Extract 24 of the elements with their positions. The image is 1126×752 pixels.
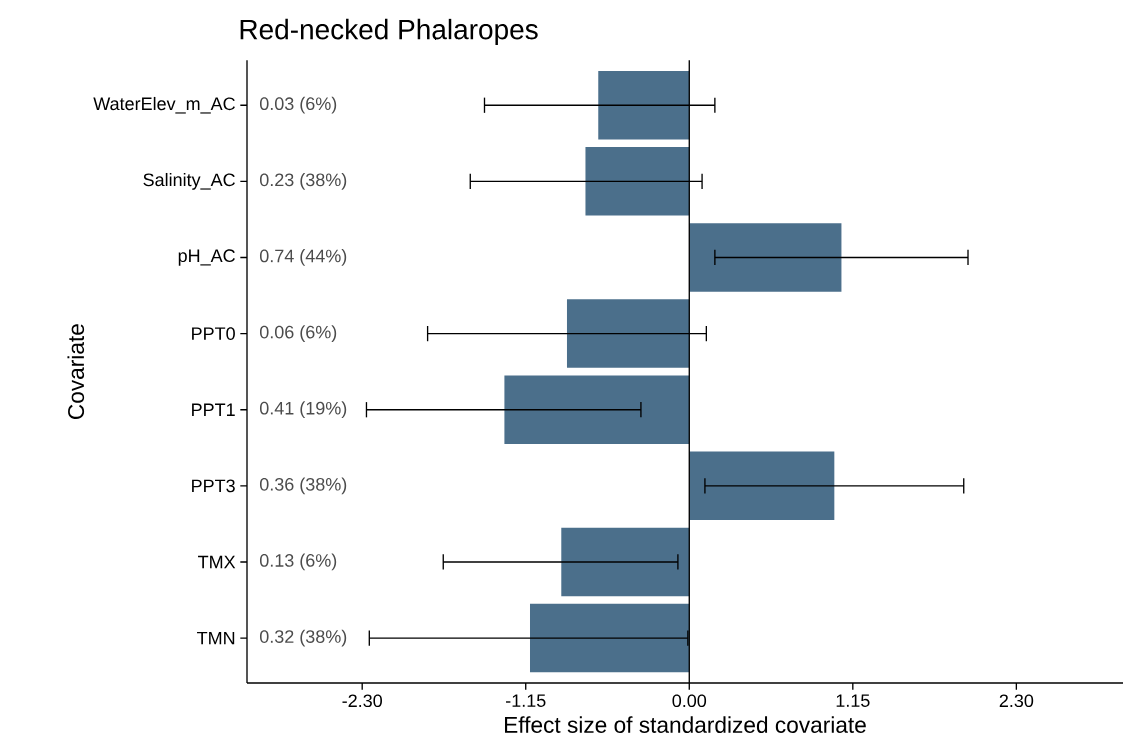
x-tick-label: 2.30	[999, 694, 1034, 708]
y-tick-label: TMX	[198, 555, 236, 569]
annotation: 0.74 (44%)	[259, 249, 347, 266]
x-tick-label: 1.15	[836, 694, 870, 707]
x-tick-label: -1.15	[506, 694, 546, 707]
x-axis-title: Effect size of standardized covariate	[505, 716, 866, 733]
y-tick-label: WaterElev_m_AC	[93, 96, 235, 114]
annotation: 0.13 (6%)	[259, 553, 337, 571]
y-tick-label: PPT3	[192, 479, 235, 493]
chart-title: Red-necked Phalaropes	[240, 18, 538, 45]
annotation: 0.32 (38%)	[259, 629, 347, 647]
annotation: 0.36 (38%)	[259, 477, 347, 495]
annotation: 0.23 (38%)	[259, 172, 347, 190]
annotation: 0.41 (19%)	[259, 401, 347, 419]
y-tick-label: PPT1	[192, 403, 235, 416]
y-tick-label: pH_AC	[178, 249, 235, 266]
y-tick-label: TMN	[197, 631, 235, 645]
x-tick-label: -2.30	[342, 694, 382, 708]
y-tick-label: PPT0	[192, 327, 235, 340]
y-axis-title: Covariate	[67, 324, 85, 420]
x-tick-label: 0.00	[672, 694, 707, 708]
y-tick-label: Salinity_AC	[143, 172, 235, 190]
annotation: 0.06 (6%)	[259, 325, 337, 342]
annotation: 0.03 (6%)	[259, 96, 337, 114]
